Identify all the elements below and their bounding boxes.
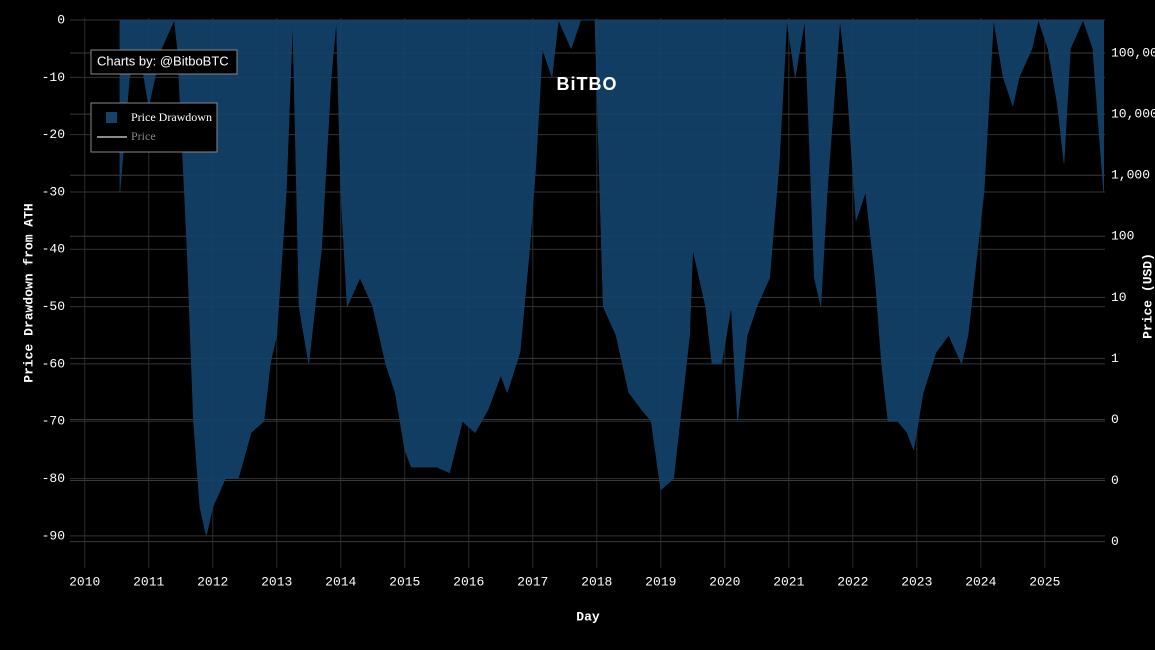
x-tick-label: 2013 <box>261 574 292 589</box>
x-tick-label: 2023 <box>901 574 932 589</box>
x-tick-label: 2017 <box>517 574 548 589</box>
y-tick-label: -80 <box>42 471 65 486</box>
plot-area <box>119 19 1104 536</box>
y2-tick-label: 1,000 <box>1111 168 1150 183</box>
y2-tick-label: 0 <box>1111 473 1119 488</box>
y-tick-label: 0 <box>57 12 65 27</box>
x-tick-label: 2018 <box>581 574 612 589</box>
y2-tick-label: 0 <box>1111 412 1119 427</box>
x-tick-label: 2021 <box>773 574 804 589</box>
x-axis-title: Day <box>576 609 600 624</box>
y2-tick-label: 10,000 <box>1111 107 1155 122</box>
x-tick-label: 2010 <box>69 574 100 589</box>
credit: Charts by: @BitboBTC <box>97 53 229 68</box>
drawdown-area <box>119 19 1104 536</box>
x-tick-label: 2019 <box>645 574 676 589</box>
legend: Price Drawdown Price <box>90 102 218 153</box>
y-tick-label: -90 <box>42 528 65 543</box>
y2-tick-label: 0 <box>1111 534 1119 549</box>
x-tick-label: 2014 <box>325 574 356 589</box>
credit-box <box>90 49 238 75</box>
x-tick-label: 2025 <box>1029 574 1060 589</box>
y-tick-label: -10 <box>42 70 65 85</box>
legend-label[interactable]: Price <box>131 129 156 143</box>
y-tick-label: -40 <box>42 242 65 257</box>
y2-tick-label: 100,000 <box>1111 45 1155 60</box>
legend-box <box>90 102 218 153</box>
x-tick-label: 2022 <box>837 574 868 589</box>
legend-swatch <box>106 112 117 123</box>
watermark: BiTBO <box>557 74 618 94</box>
x-tick-label: 2016 <box>453 574 484 589</box>
y-tick-label: -60 <box>42 356 65 371</box>
y-axis-title: Price Drawdown from ATH <box>21 203 36 382</box>
x-tick-label: 2024 <box>965 574 996 589</box>
y2-tick-label: 1 <box>1111 351 1119 366</box>
y2-axis-title: Price (USD) <box>1140 253 1155 339</box>
y-tick-label: -70 <box>42 414 65 429</box>
x-tick-label: 2012 <box>197 574 228 589</box>
y-tick-label: -30 <box>42 184 65 199</box>
x-tick-label: 2015 <box>389 574 420 589</box>
y2-tick-label: 10 <box>1111 290 1127 305</box>
axes: 2010 2011 2012 2013 2014 2015 2016 2017 2018 2019… <box>42 12 1155 589</box>
x-tick-label: 2020 <box>709 574 740 589</box>
x-tick-label: 2011 <box>133 574 164 589</box>
y-tick-label: -20 <box>42 127 65 142</box>
y2-tick-label: 100 <box>1111 229 1134 244</box>
legend-label[interactable]: Price Drawdown <box>131 110 212 124</box>
y-tick-label: -50 <box>42 299 65 314</box>
